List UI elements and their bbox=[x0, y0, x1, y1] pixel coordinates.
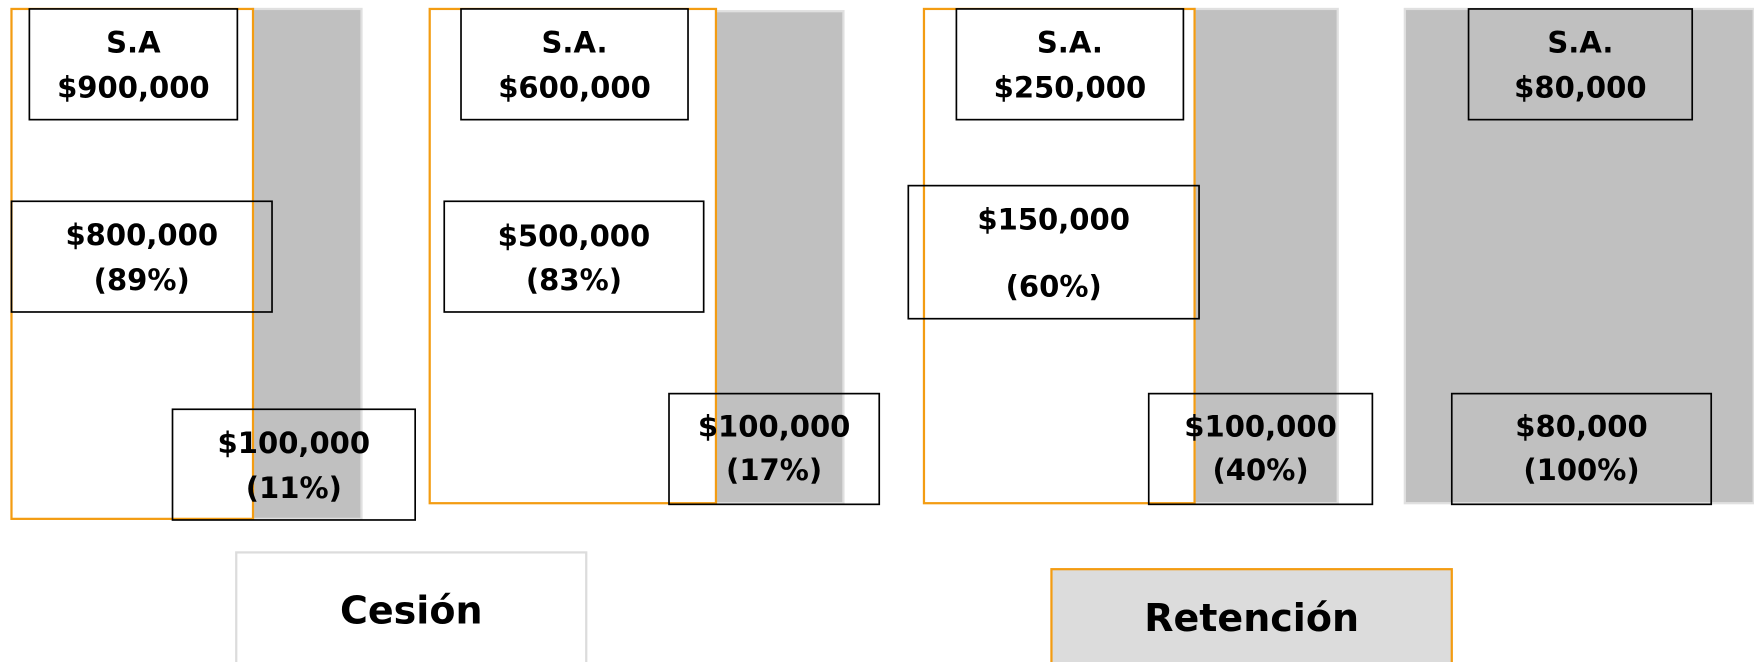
retained-box bbox=[668, 392, 881, 506]
ceded-box bbox=[443, 200, 705, 313]
box-text: $500,000 bbox=[498, 219, 651, 253]
box-text: (40%) bbox=[1212, 453, 1308, 487]
box-text: S.A bbox=[106, 26, 161, 60]
sum-assured-box bbox=[460, 8, 689, 121]
retained-box bbox=[1450, 392, 1713, 506]
box-text: (17%) bbox=[726, 453, 822, 487]
legend-label: Cesión bbox=[340, 588, 483, 632]
ceded-box bbox=[10, 200, 273, 313]
box-text: $100,000 bbox=[218, 426, 371, 460]
retained-box bbox=[1147, 392, 1374, 506]
box-text: (100%) bbox=[1523, 453, 1639, 487]
retention-column bbox=[251, 7, 363, 520]
sum-assured-box bbox=[1467, 8, 1694, 121]
box-text: $250,000 bbox=[994, 70, 1147, 104]
box-text: S.A. bbox=[1037, 26, 1103, 60]
box-text: $100,000 bbox=[1184, 409, 1337, 443]
sum-assured-box bbox=[28, 8, 239, 121]
box-text: (11%) bbox=[246, 471, 342, 505]
legend-label: Retención bbox=[1144, 596, 1359, 640]
box-text: $80,000 bbox=[1514, 70, 1646, 104]
sum-assured-box bbox=[955, 8, 1185, 121]
box-text: (89%) bbox=[94, 263, 190, 297]
box-text: $800,000 bbox=[65, 218, 218, 252]
retention-column bbox=[1193, 7, 1339, 505]
box-text: (83%) bbox=[526, 263, 622, 297]
box-text: S.A. bbox=[541, 26, 607, 60]
box-text: $150,000 bbox=[977, 202, 1130, 236]
retention-column bbox=[714, 10, 845, 505]
box-text: $100,000 bbox=[698, 409, 851, 443]
legend-retention bbox=[1050, 568, 1453, 662]
box-text: (60%) bbox=[1006, 270, 1102, 304]
box-text: $600,000 bbox=[498, 70, 651, 104]
box-text: S.A. bbox=[1547, 26, 1613, 60]
legend-cession bbox=[235, 551, 588, 662]
box-text: $900,000 bbox=[57, 70, 210, 104]
ceded-box bbox=[907, 184, 1200, 320]
box-text: $80,000 bbox=[1515, 409, 1647, 443]
retained-box bbox=[171, 408, 417, 521]
